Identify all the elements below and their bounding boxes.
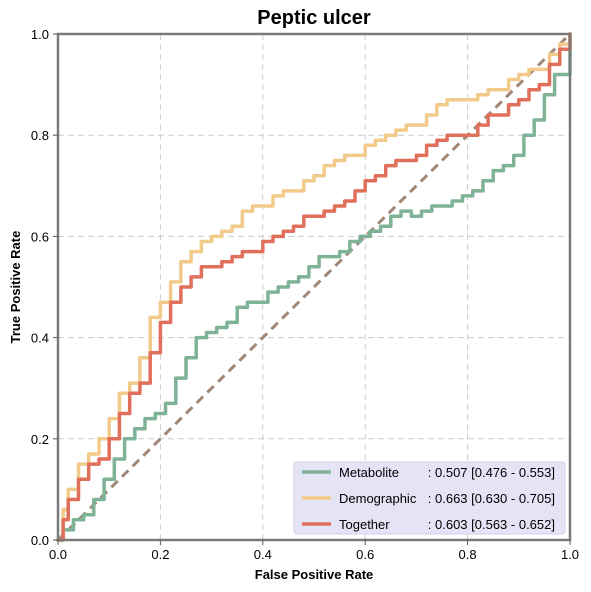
y-tick-label: 0.6 (31, 229, 49, 244)
x-tick-label: 0.8 (459, 547, 477, 562)
x-tick-label: 0.4 (254, 547, 272, 562)
y-tick-label: 0.8 (31, 128, 49, 143)
legend-label-together: Together (339, 517, 390, 532)
y-tick-label: 1.0 (31, 27, 49, 42)
x-tick-label: 0.6 (356, 547, 374, 562)
legend-items: Metabolite : 0.507 [0.476 - 0.553] Demogra… (302, 465, 555, 532)
roc-curve-demographic (56, 32, 572, 542)
roc-curve-metabolite (56, 32, 572, 542)
x-axis-ticks: 0.0 0.2 0.4 0.6 0.8 1.0 (49, 540, 579, 562)
legend-value-metabolite: : 0.507 [0.476 - 0.553] (428, 465, 555, 480)
y-tick-label: 0.2 (31, 432, 49, 447)
legend-value-together: : 0.603 [0.563 - 0.652] (428, 517, 555, 532)
y-tick-label: 0.0 (31, 533, 49, 548)
x-axis-label: False Positive Rate (255, 567, 374, 582)
y-axis-ticks: 0.0 0.2 0.4 0.6 0.8 1.0 (31, 27, 58, 548)
legend: Metabolite : 0.507 [0.476 - 0.553] Demogra… (293, 461, 566, 535)
plot-frame (56, 32, 572, 542)
x-tick-label: 1.0 (561, 547, 579, 562)
chart-title: Peptic ulcer (257, 7, 371, 29)
x-tick-label: 0.0 (49, 547, 67, 562)
legend-label-demographic: Demographic (339, 491, 417, 506)
legend-value-demographic: : 0.663 [0.630 - 0.705] (428, 491, 555, 506)
roc-curve-together (56, 32, 572, 542)
x-tick-label: 0.2 (151, 547, 169, 562)
y-tick-label: 0.4 (31, 331, 49, 346)
roc-curves (56, 32, 572, 542)
legend-label-metabolite: Metabolite (339, 465, 399, 480)
y-axis-label: True Positive Rate (8, 231, 23, 344)
legend-box (293, 461, 566, 535)
